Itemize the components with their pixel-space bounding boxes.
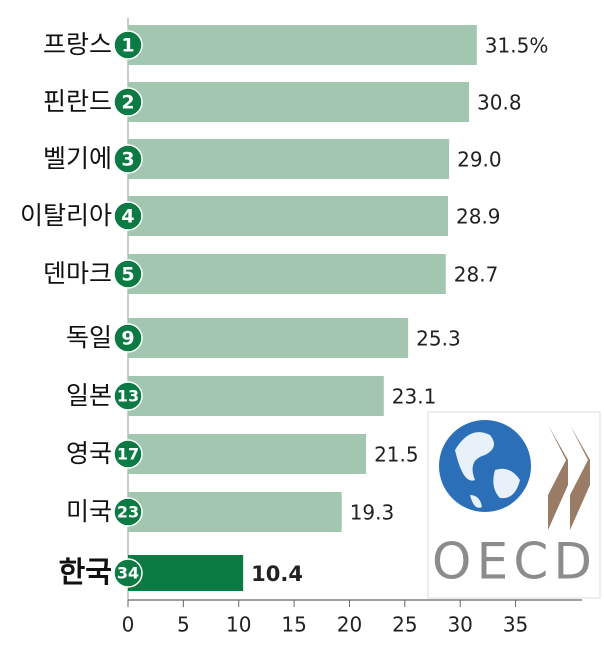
category-label: 벨기에 [43,144,112,173]
value-label: 19.3 [350,501,395,525]
category-label: 독일 [66,323,112,352]
x-tick-label: 5 [177,613,190,637]
rank-badge [113,381,143,411]
rank-badge [113,323,143,353]
rank-badge [113,558,143,588]
category-label: 프랑스 [43,30,112,59]
rank-label: 2 [121,92,134,114]
chevron [548,425,568,530]
bar [128,492,342,532]
bar [128,254,446,294]
rank-label: 13 [117,387,139,406]
bar [128,82,470,122]
x-tick-label: 30 [447,613,472,637]
rank-badge [113,259,143,289]
value-label: 30.8 [477,91,522,115]
rank-badge [113,144,143,174]
bar [128,376,384,416]
x-tick-label: 25 [392,613,417,637]
category-label: 이탈리아 [20,201,112,230]
rank-badge [113,497,143,527]
rank-badge [113,87,143,117]
category-label: 핀란드 [43,87,112,116]
rank-badge [113,201,143,231]
rank-label: 5 [121,264,134,286]
x-tick-label: 10 [226,613,251,637]
x-tick-label: 15 [281,613,306,637]
category-label: 덴마크 [43,259,112,288]
rank-label: 4 [121,206,134,228]
value-label: 31.5% [485,34,549,58]
rank-badge [113,439,143,469]
rank-label: 17 [117,445,139,464]
x-tick-label: 20 [337,613,362,637]
x-tick-label: 35 [503,613,528,637]
rank-label: 34 [117,564,139,583]
bar [128,196,449,236]
category-label: 한국 [59,555,112,589]
continents [455,432,520,508]
category-label: 일본 [66,381,112,410]
category-label: 영국 [66,439,112,468]
value-label: 28.9 [456,205,501,229]
category-label: 미국 [66,497,112,526]
value-label: 10.4 [251,562,303,586]
bar [128,139,450,179]
bar [128,25,477,65]
value-label: 29.0 [457,148,502,172]
rank-badge [113,30,143,60]
rank-label: 23 [117,503,139,522]
bar [128,555,244,591]
x-tick-label: 0 [122,613,135,637]
bar [128,318,409,358]
rank-label: 1 [121,35,134,57]
value-label: 21.5 [374,443,419,467]
value-label: 28.7 [454,263,499,287]
oecd-logo: OECD [427,411,601,599]
plot: 0 5 10 15 20 25 30 35 31.5% 1 프랑스 30.8 2 핀란드 29.0 3 벨기에 2… [20,18,582,637]
rank-label: 9 [121,328,134,350]
bar [128,434,367,474]
value-label: 23.1 [392,385,437,409]
rank-label: 3 [121,149,134,171]
value-label: 25.3 [416,327,461,351]
chevron [570,425,590,530]
